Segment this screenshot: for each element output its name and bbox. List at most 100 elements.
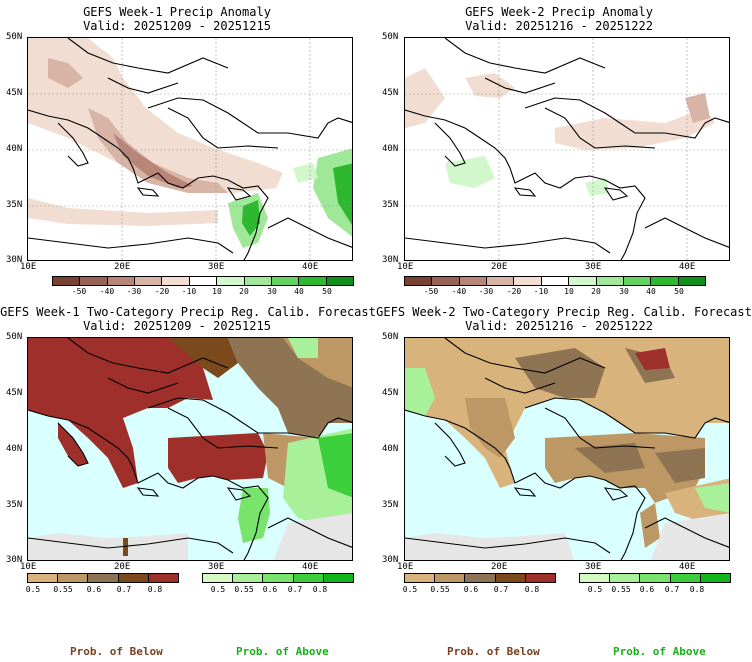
cb3a-label: 0.55 bbox=[234, 585, 254, 594]
p4-lat-40: 40N bbox=[382, 444, 399, 454]
cb3a-seg bbox=[233, 574, 264, 582]
p2-lon-30: 30E bbox=[585, 262, 602, 272]
footer-above-right: Prob. of Above bbox=[613, 645, 706, 658]
cb4b-label: 0.55 bbox=[430, 585, 450, 594]
cb3b-seg bbox=[118, 574, 149, 582]
cb1-seg bbox=[244, 277, 272, 285]
panel2-title: GEFS Week-2 Precip Anomaly bbox=[465, 5, 653, 19]
cb4b-seg bbox=[435, 574, 466, 582]
p3-lat-35: 35N bbox=[6, 500, 23, 510]
cb1-label: 50 bbox=[322, 287, 332, 296]
cb1-seg bbox=[299, 277, 327, 285]
panel3-valid: Valid: 20251209 - 20251215 bbox=[83, 319, 271, 333]
cb2-seg bbox=[596, 277, 624, 285]
cb2-label: -10 bbox=[533, 287, 549, 296]
cb3b-seg bbox=[28, 574, 59, 582]
cb4a-label: 0.55 bbox=[611, 585, 631, 594]
cb1-label: -20 bbox=[154, 287, 170, 296]
panel4-map bbox=[404, 337, 730, 561]
cb1-label: -30 bbox=[126, 287, 142, 296]
cb4b-label: 0.7 bbox=[493, 585, 509, 594]
p2-lat-45: 45N bbox=[382, 88, 399, 98]
p1-lon-20: 20E bbox=[114, 262, 131, 272]
cb2-seg bbox=[432, 277, 460, 285]
cb3a-seg bbox=[203, 574, 234, 582]
cb4b-label: 0.5 bbox=[402, 585, 418, 594]
cb1-seg bbox=[326, 277, 353, 285]
p2-lon-20: 20E bbox=[491, 262, 508, 272]
panel1-title: GEFS Week-1 Precip Anomaly bbox=[83, 5, 271, 19]
cb3a-seg bbox=[293, 574, 324, 582]
cb4b-seg bbox=[495, 574, 526, 582]
p4-lat-30: 30N bbox=[382, 555, 399, 565]
panel3-map bbox=[27, 337, 353, 561]
cb1-label: 30 bbox=[267, 287, 277, 296]
cb2-seg bbox=[487, 277, 515, 285]
cb3b-label: 0.7 bbox=[116, 585, 132, 594]
panel2-valid: Valid: 20251216 - 20251222 bbox=[465, 19, 653, 33]
cb2-label: -30 bbox=[478, 287, 494, 296]
cb4a-seg bbox=[580, 574, 611, 582]
p2-lat-50: 50N bbox=[382, 32, 399, 42]
p2-lon-10: 10E bbox=[397, 262, 414, 272]
p3-lon-20: 20E bbox=[114, 562, 131, 572]
panel1-valid: Valid: 20251209 - 20251215 bbox=[83, 19, 271, 33]
cb1-label: 10 bbox=[212, 287, 222, 296]
cb1-seg bbox=[80, 277, 108, 285]
cb1-label: -50 bbox=[71, 287, 87, 296]
panel1-map bbox=[27, 37, 353, 261]
cb1-seg bbox=[53, 277, 81, 285]
cb4b-seg bbox=[465, 574, 496, 582]
cb3a-label: 0.5 bbox=[210, 585, 226, 594]
cb3b-label: 0.6 bbox=[86, 585, 102, 594]
cb2-label: -40 bbox=[451, 287, 467, 296]
p2-lat-40: 40N bbox=[382, 144, 399, 154]
cb2-seg bbox=[405, 277, 433, 285]
cb1-seg bbox=[135, 277, 163, 285]
cb3a-label: 0.7 bbox=[287, 585, 303, 594]
footer-below-left: Prob. of Below bbox=[70, 645, 163, 658]
p3-lon-30: 30E bbox=[208, 562, 225, 572]
cb2-label: -20 bbox=[506, 287, 522, 296]
cb1-seg bbox=[217, 277, 245, 285]
cb3b-label: 0.55 bbox=[53, 585, 73, 594]
panel4-above-colorbar bbox=[579, 573, 731, 583]
cb3a-seg bbox=[323, 574, 354, 582]
cb1-seg bbox=[107, 277, 136, 285]
p1-lat-40: 40N bbox=[6, 144, 23, 154]
p4-lon-10: 10E bbox=[397, 562, 414, 572]
p4-lon-20: 20E bbox=[491, 562, 508, 572]
cb3b-label: 0.5 bbox=[25, 585, 41, 594]
cb2-label: 20 bbox=[591, 287, 601, 296]
panel4-below-colorbar bbox=[404, 573, 556, 583]
cb2-seg bbox=[541, 277, 570, 285]
cb4a-seg bbox=[640, 574, 671, 582]
p4-lat-35: 35N bbox=[382, 500, 399, 510]
cb3a-seg bbox=[263, 574, 294, 582]
cb3b-seg bbox=[148, 574, 179, 582]
cb4b-seg bbox=[525, 574, 556, 582]
p4-lon-30: 30E bbox=[585, 562, 602, 572]
p3-lon-40: 40E bbox=[302, 562, 319, 572]
p3-lon-10: 10E bbox=[20, 562, 37, 572]
p1-lat-35: 35N bbox=[6, 200, 23, 210]
cb3b-seg bbox=[88, 574, 119, 582]
cb4a-label: 0.8 bbox=[689, 585, 705, 594]
p2-lon-40: 40E bbox=[679, 262, 696, 272]
cb1-label: 40 bbox=[294, 287, 304, 296]
p1-lon-30: 30E bbox=[208, 262, 225, 272]
cb2-seg bbox=[651, 277, 679, 285]
cb4b-seg bbox=[405, 574, 436, 582]
cb3b-label: 0.8 bbox=[147, 585, 163, 594]
p3-lat-40: 40N bbox=[6, 444, 23, 454]
cb4b-label: 0.8 bbox=[524, 585, 540, 594]
p1-lat-30: 30N bbox=[6, 255, 23, 265]
cb1-label: -10 bbox=[181, 287, 197, 296]
p2-lat-35: 35N bbox=[382, 200, 399, 210]
cb2-label: 10 bbox=[564, 287, 574, 296]
cb4a-label: 0.6 bbox=[639, 585, 655, 594]
cb2-seg bbox=[678, 277, 705, 285]
cb2-label: 30 bbox=[619, 287, 629, 296]
cb4a-label: 0.5 bbox=[587, 585, 603, 594]
panel3-below-colorbar bbox=[27, 573, 179, 583]
